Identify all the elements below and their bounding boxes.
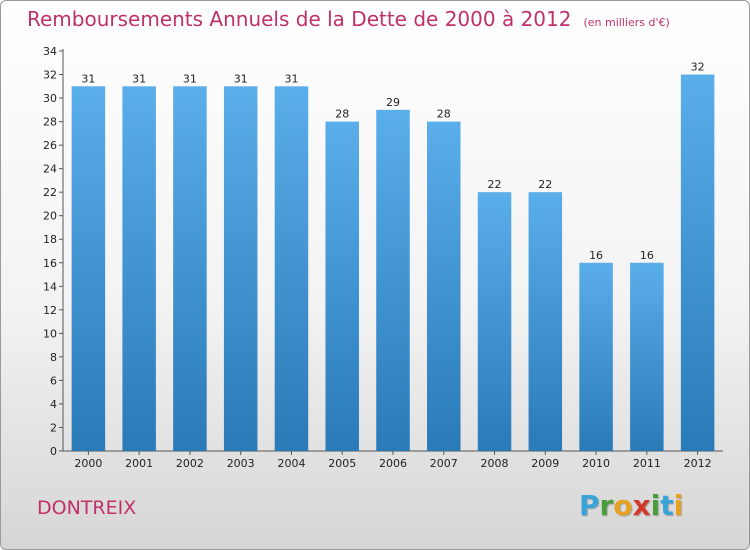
y-tick-label: 16 — [43, 257, 57, 270]
x-tick-label-2010: 2010 — [582, 457, 610, 470]
bar-2000 — [71, 86, 106, 451]
bar-2008 — [477, 192, 512, 452]
y-tick-label: 6 — [50, 374, 57, 387]
x-tick-label-2000: 2000 — [74, 457, 102, 470]
commune-name: DONTREIX — [37, 497, 137, 519]
x-tick-label-2001: 2001 — [125, 457, 153, 470]
bar-2004 — [274, 86, 309, 451]
y-tick-label: 26 — [43, 139, 57, 152]
value-label-2003: 31 — [234, 72, 248, 85]
x-tick-label-2011: 2011 — [633, 457, 661, 470]
value-label-2005: 28 — [335, 108, 349, 121]
logo-letter: i — [673, 489, 684, 522]
x-tick-label-2005: 2005 — [328, 457, 356, 470]
y-tick-label: 2 — [50, 421, 57, 434]
chart-title: Remboursements Annuels de la Dette de 20… — [27, 7, 670, 31]
y-tick-label: 0 — [50, 445, 57, 458]
logo-letter: x — [632, 489, 651, 522]
x-tick-label-2007: 2007 — [430, 457, 458, 470]
y-tick-label: 24 — [43, 163, 57, 176]
logo-letter: i — [650, 489, 661, 522]
x-tick-label-2009: 2009 — [531, 457, 559, 470]
bar-2007 — [427, 121, 461, 452]
unit-text: (en milliers d'€) — [583, 16, 670, 29]
value-label-2002: 31 — [183, 72, 197, 85]
bar-2006 — [376, 109, 410, 451]
x-tick-label-2006: 2006 — [379, 457, 407, 470]
x-tick-label-2004: 2004 — [277, 457, 305, 470]
bar-2003 — [223, 86, 258, 451]
value-label-2010: 16 — [589, 249, 603, 262]
x-tick-label-2012: 2012 — [684, 457, 712, 470]
value-label-2007: 28 — [437, 108, 451, 121]
label-layer: 31 2000 31 2001 31 2002 31 2003 31 2004 28 2005 29 20… — [74, 61, 711, 470]
y-tick-label: 12 — [43, 304, 57, 317]
proxiti-logo: Proxiti — [579, 489, 683, 522]
y-tick-label: 32 — [43, 69, 57, 82]
y-tick-label: 8 — [50, 351, 57, 364]
y-tick-label: 30 — [43, 92, 57, 105]
value-label-2008: 22 — [488, 178, 502, 191]
logo-letter: o — [613, 489, 633, 522]
bar-2001 — [122, 86, 156, 451]
title-text: Remboursements Annuels de la Dette de 20… — [27, 7, 572, 31]
bar-2002 — [173, 86, 207, 451]
value-label-2012: 32 — [691, 61, 705, 74]
y-tick-label: 34 — [43, 45, 57, 58]
value-label-2001: 31 — [132, 72, 146, 85]
y-tick-label: 28 — [43, 116, 57, 129]
x-tick-label-2008: 2008 — [481, 457, 509, 470]
y-tick-label: 18 — [43, 233, 57, 246]
y-tick-label: 20 — [43, 210, 57, 223]
value-label-2011: 16 — [640, 249, 654, 262]
logo-letter: r — [599, 489, 614, 522]
logo-letter: t — [660, 489, 674, 522]
bar-2012 — [680, 74, 715, 451]
bar-2010 — [579, 262, 613, 451]
y-tick-label: 22 — [43, 186, 57, 199]
bar-2005 — [325, 121, 359, 452]
y-tick-label: 4 — [50, 398, 57, 411]
x-tick-label-2002: 2002 — [176, 457, 204, 470]
bar-2009 — [528, 192, 563, 452]
value-label-2004: 31 — [284, 72, 298, 85]
value-label-2009: 22 — [538, 178, 552, 191]
value-label-2006: 29 — [386, 96, 400, 109]
value-label-2000: 31 — [81, 72, 95, 85]
bar-layer — [71, 74, 715, 452]
bar-2011 — [630, 262, 664, 451]
x-tick-label-2003: 2003 — [227, 457, 255, 470]
y-tick-label: 14 — [43, 280, 57, 293]
y-tick-label: 10 — [43, 327, 57, 340]
logo-letter: P — [579, 489, 600, 522]
